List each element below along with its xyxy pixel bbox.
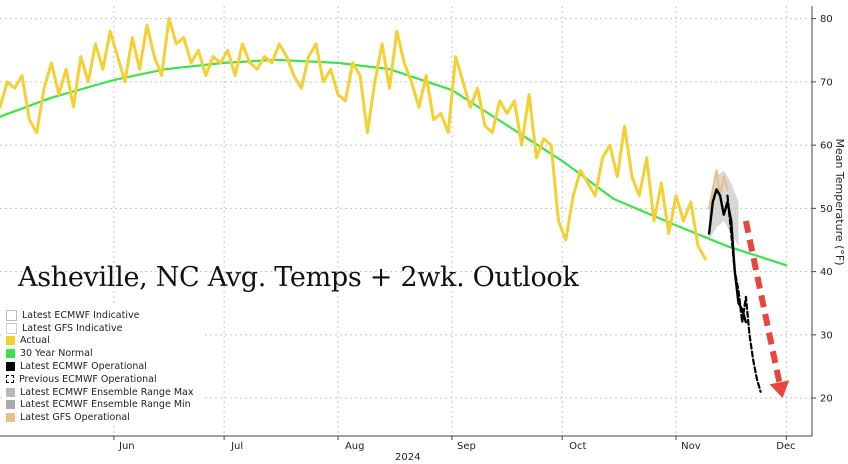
- legend-label: Latest ECMWF Indicative: [22, 309, 140, 321]
- x-axis-title: 2024: [395, 452, 420, 463]
- y-tick-label: 80: [820, 14, 833, 25]
- arrow-head: [769, 380, 790, 399]
- x-tick-label: Aug: [345, 441, 365, 452]
- legend-item: Actual: [6, 335, 202, 348]
- x-tick-label: Sep: [457, 441, 476, 452]
- legend-item: Latest ECMWF Ensemble Range Min: [6, 399, 202, 412]
- legend-item: Latest ECMWF Ensemble Range Max: [6, 386, 202, 399]
- legend-item: Latest GFS Operational: [6, 411, 202, 424]
- series-previous-ecmwf-operational: [726, 194, 762, 393]
- legend-label: Latest ECMWF Operational: [20, 361, 147, 373]
- legend-label: 30 Year Normal: [20, 348, 93, 360]
- legend-item: Latest ECMWF Operational: [6, 360, 202, 373]
- y-tick-label: 50: [820, 204, 833, 215]
- chart-axes: 20 30 40 50 60 70 80 Jun Jul Aug Sep Oct Nov Dec 2024 M…: [0, 6, 846, 463]
- y-tick-label: 30: [820, 330, 833, 341]
- x-tick-label: Dec: [776, 441, 795, 452]
- legend-item: Latest ECMWF Indicative: [6, 309, 202, 322]
- legend-item: 30 Year Normal: [6, 347, 202, 360]
- chart-legend: Latest ECMWF Indicative Latest GFS Indica…: [2, 306, 204, 427]
- legend-swatch: [6, 375, 14, 384]
- legend-swatch: [6, 362, 15, 372]
- annotation-arrow: [742, 220, 790, 399]
- chart-title: Asheville, NC Avg. Temps + 2wk. Outlook: [18, 262, 579, 293]
- legend-swatch: [6, 387, 15, 397]
- x-tick-label: Oct: [569, 441, 586, 452]
- series-actual: [0, 17, 707, 261]
- legend-swatch: [6, 413, 15, 423]
- legend-label: Latest ECMWF Ensemble Range Max: [20, 386, 194, 398]
- series-layer: [0, 17, 788, 393]
- y-axis-title: Mean Temperature (°F): [833, 138, 846, 265]
- legend-label: Latest GFS Operational: [20, 412, 130, 424]
- x-tick-label: Jul: [230, 441, 243, 452]
- y-tick-label: 70: [820, 77, 833, 88]
- legend-item: Previous ECMWF Operational: [6, 373, 202, 386]
- legend-label: Actual: [20, 335, 50, 347]
- legend-item: Latest GFS Indicative: [6, 322, 202, 335]
- legend-label: Latest GFS Indicative: [22, 322, 123, 334]
- legend-swatch: [6, 309, 17, 321]
- series-gfs-operational: [708, 169, 729, 210]
- y-tick-label: 20: [820, 394, 833, 405]
- legend-swatch: [6, 336, 15, 346]
- series-ecmwf-operational: [707, 188, 748, 324]
- y-tick-label: 60: [820, 141, 833, 152]
- legend-swatch: [6, 349, 15, 359]
- legend-swatch: [6, 400, 15, 410]
- x-tick-label: Jun: [118, 441, 135, 452]
- arrow-shaft: [742, 220, 783, 384]
- legend-label: Latest ECMWF Ensemble Range Min: [20, 399, 191, 411]
- x-tick-label: Nov: [681, 441, 701, 452]
- y-tick-label: 40: [820, 267, 833, 278]
- legend-swatch: [6, 322, 17, 334]
- legend-label: Previous ECMWF Operational: [19, 373, 157, 385]
